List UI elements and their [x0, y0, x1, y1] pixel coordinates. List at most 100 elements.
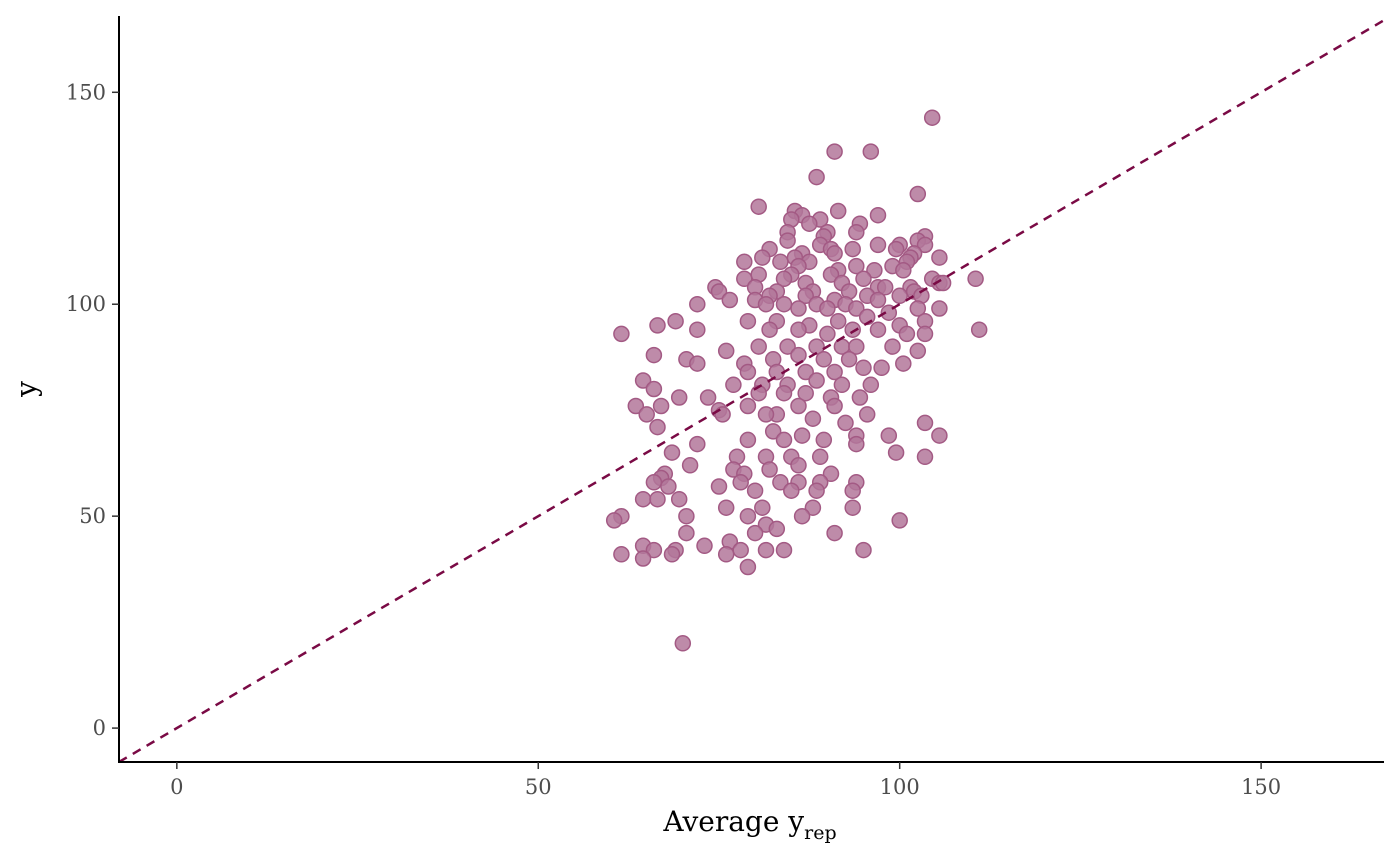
data-point: [739, 363, 757, 381]
data-point: [819, 300, 836, 317]
y-tick-label: 50: [79, 504, 106, 528]
data-point: [757, 406, 775, 423]
data-point: [815, 351, 833, 368]
data-point: [797, 384, 814, 402]
data-point: [736, 270, 753, 288]
data-point: [764, 423, 782, 440]
data-point: [739, 312, 757, 330]
data-point: [840, 351, 858, 368]
data-point: [916, 325, 934, 343]
data-point: [775, 541, 793, 559]
data-point: [848, 300, 865, 317]
data-point: [887, 240, 905, 258]
data-point: [645, 346, 663, 364]
data-point: [717, 499, 735, 516]
y-axis-title: y: [10, 381, 43, 398]
data-point: [739, 558, 757, 576]
data-point: [739, 431, 757, 449]
data-point: [822, 465, 840, 483]
data-point: [869, 291, 887, 309]
data-point: [909, 300, 927, 317]
data-point: [967, 270, 984, 288]
data-point: [909, 342, 927, 360]
data-point: [970, 321, 988, 338]
data-point: [689, 435, 706, 453]
data-point: [725, 376, 742, 394]
data-point: [689, 321, 706, 338]
data-point: [678, 524, 695, 542]
data-point: [746, 524, 764, 542]
data-point: [862, 376, 880, 394]
data-point: [772, 474, 789, 491]
data-point: [880, 427, 898, 444]
data-point: [699, 389, 717, 406]
data-point: [761, 321, 778, 338]
data-point: [750, 338, 767, 355]
data-point: [739, 507, 757, 525]
data-point: [649, 317, 666, 334]
data-point: [757, 541, 775, 559]
data-point: [844, 321, 861, 338]
x-tick-label: 50: [525, 775, 552, 799]
data-point: [851, 389, 869, 406]
x-axis-title-main: Average y: [662, 805, 804, 838]
data-point: [855, 359, 872, 377]
data-point: [732, 474, 749, 491]
data-point: [916, 414, 934, 432]
data-point: [811, 448, 829, 466]
data-point: [862, 143, 880, 160]
data-point: [649, 418, 666, 436]
x-axis-title: Average yrep: [662, 805, 836, 844]
points-layer: [605, 109, 988, 652]
x-tick-label: 0: [170, 775, 183, 799]
data-point: [790, 300, 807, 317]
data-point: [689, 355, 706, 372]
data-point: [674, 635, 692, 652]
data-point: [916, 448, 934, 466]
data-point: [754, 249, 771, 266]
data-point: [826, 397, 843, 415]
data-point: [746, 482, 764, 499]
data-point: [790, 457, 807, 474]
data-point: [923, 109, 941, 126]
data-point: [634, 372, 652, 389]
data-point: [670, 490, 688, 508]
data-point: [768, 520, 786, 538]
data-point: [790, 346, 807, 364]
data-point: [681, 457, 699, 474]
data-point: [739, 397, 757, 415]
data-point: [931, 249, 948, 266]
data-point: [717, 546, 735, 563]
data-point: [775, 295, 793, 313]
data-point: [645, 474, 663, 491]
data-point: [869, 321, 887, 338]
data-point: [887, 444, 905, 461]
data-point: [808, 482, 825, 499]
y-tick-label: 150: [66, 80, 106, 104]
data-point: [826, 245, 843, 262]
data-point: [717, 342, 735, 360]
data-point: [819, 325, 836, 343]
data-point: [775, 384, 793, 402]
data-point: [779, 338, 796, 355]
data-point: [775, 431, 793, 449]
data-point: [652, 397, 670, 415]
data-point: [638, 406, 655, 423]
x-tick-label: 100: [880, 775, 920, 799]
data-point: [634, 490, 652, 508]
x-tick-label: 150: [1241, 775, 1281, 799]
data-point: [721, 291, 739, 309]
data-point: [634, 550, 652, 567]
data-point: [808, 168, 825, 186]
data-point: [649, 490, 666, 508]
data-point: [931, 300, 948, 317]
data-point: [670, 389, 688, 406]
data-point: [826, 143, 843, 160]
data-point: [775, 270, 793, 288]
data-point: [790, 397, 807, 415]
data-point: [736, 253, 753, 271]
data-point: [710, 478, 728, 495]
data-point: [732, 541, 749, 559]
x-ticks: 0 50 100 150: [170, 762, 1281, 799]
data-point: [779, 232, 796, 249]
